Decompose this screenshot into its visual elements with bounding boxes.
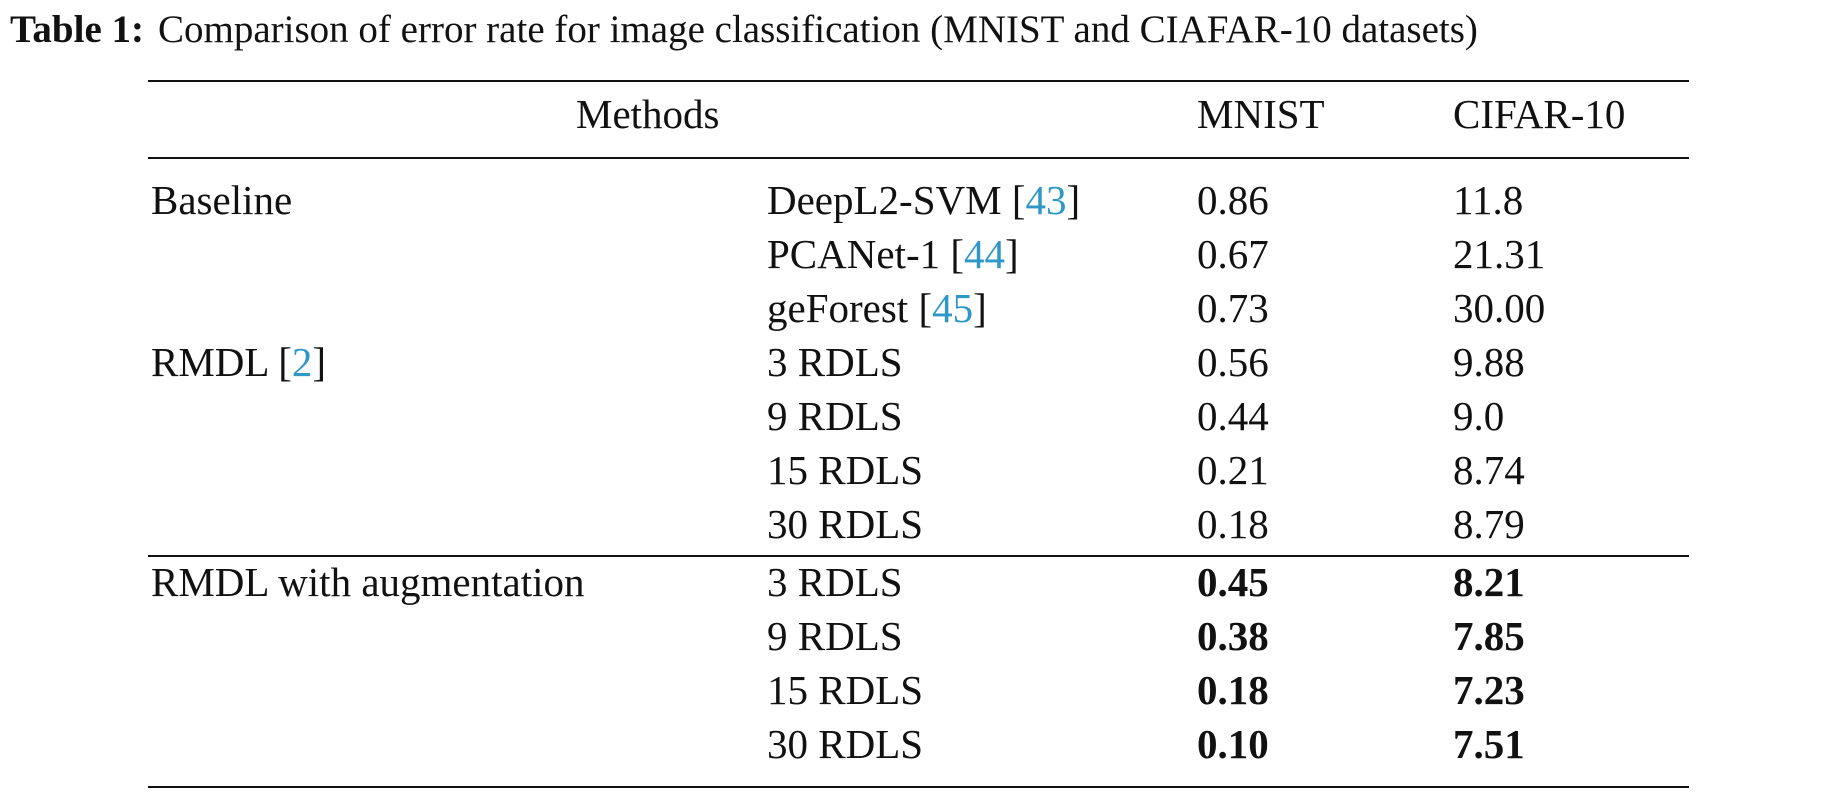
table-caption-label: Table 1:: [10, 8, 145, 51]
row-mnist-value: 0.18: [1197, 663, 1269, 717]
row-cifar-value: 30.00: [1453, 281, 1545, 335]
header-mnist: MNIST: [1197, 91, 1325, 137]
row-method: 30 RDLS: [767, 497, 923, 551]
method-name: 30 RDLS: [767, 501, 924, 547]
row-mnist-value: 0.18: [1197, 497, 1269, 551]
group-divider-rule: [148, 555, 1689, 557]
row-method: 3 RDLS: [767, 335, 903, 389]
row-method: 30 RDLS: [767, 717, 923, 771]
method-name: 3 RDLS: [767, 559, 903, 605]
method-name: 3 RDLS: [767, 339, 903, 385]
row-mnist-value: 0.21: [1197, 443, 1269, 497]
row-cifar-value: 9.0: [1453, 389, 1504, 443]
row-method: 9 RDLS: [767, 609, 903, 663]
mnist-value: 0.73: [1197, 285, 1269, 331]
method-name: 9 RDLS: [767, 613, 903, 659]
mnist-value: 0.44: [1197, 393, 1269, 439]
cifar-value: 8.79: [1453, 501, 1525, 547]
cifar-value: 9.0: [1453, 393, 1505, 439]
header-methods: Methods: [576, 91, 720, 137]
cifar-value: 9.88: [1453, 339, 1525, 385]
header-rule: [148, 157, 1689, 159]
header-cifar: CIFAR-10: [1453, 91, 1626, 137]
method-name: 9 RDLS: [767, 393, 903, 439]
row-cifar-value: 8.79: [1453, 497, 1525, 551]
citation-link[interactable]: 45: [932, 285, 974, 331]
row-cifar-value: 8.74: [1453, 443, 1525, 497]
group-name: RMDL: [151, 339, 268, 385]
table-caption-text: Comparison of error rate for image class…: [158, 8, 1478, 51]
cifar-value: 21.31: [1453, 231, 1546, 277]
row-mnist-value: 0.44: [1197, 389, 1269, 443]
mnist-value: 0.56: [1197, 339, 1269, 385]
row-mnist-value: 0.73: [1197, 281, 1269, 335]
row-mnist-value: 0.38: [1197, 609, 1269, 663]
row-cifar-value: 7.85: [1453, 609, 1525, 663]
method-name: 30 RDLS: [767, 721, 924, 767]
mnist-value: 0.86: [1197, 177, 1269, 223]
group-name: RMDL with augmentation: [151, 559, 585, 605]
cifar-value: 7.51: [1453, 721, 1525, 767]
row-mnist-value: 0.67: [1197, 227, 1269, 281]
cifar-value: 8.74: [1453, 447, 1525, 493]
table-top-rule: [148, 80, 1689, 82]
citation-link[interactable]: 2: [291, 339, 313, 385]
mnist-value: 0.10: [1197, 721, 1269, 767]
row-mnist-value: 0.56: [1197, 335, 1269, 389]
row-cifar-value: 11.8: [1453, 173, 1523, 227]
row-method: 15 RDLS: [767, 443, 923, 497]
citation-link[interactable]: 44: [964, 231, 1006, 277]
method-name: 15 RDLS: [767, 447, 924, 493]
row-group-label: RMDL [2]: [151, 339, 326, 385]
row-mnist-value: 0.86: [1197, 173, 1269, 227]
mnist-value: 0.45: [1197, 559, 1269, 605]
citation-link[interactable]: 43: [1025, 177, 1067, 223]
mnist-value: 0.38: [1197, 613, 1269, 659]
cifar-value: 7.23: [1453, 667, 1525, 713]
mnist-value: 0.18: [1197, 501, 1269, 547]
row-cifar-value: 21.31: [1453, 227, 1545, 281]
row-method: DeepL2-SVM [43]: [767, 177, 1081, 223]
row-group-label: RMDL with augmentation: [151, 555, 584, 609]
row-method: PCANet-1 [44]: [767, 231, 1019, 277]
method-name: geForest: [767, 285, 909, 331]
cifar-value: 7.85: [1453, 613, 1525, 659]
row-cifar-value: 8.21: [1453, 555, 1525, 609]
method-name: DeepL2-SVM: [767, 177, 1002, 223]
row-method: 9 RDLS: [767, 389, 903, 443]
cifar-value: 11.8: [1453, 177, 1524, 223]
row-method: 3 RDLS: [767, 555, 903, 609]
method-name: PCANet-1: [767, 231, 941, 277]
row-group-label: Baseline: [151, 173, 292, 227]
table-bottom-rule: [148, 786, 1689, 788]
table-caption: Table 1: Comparison of error rate for ima…: [10, 6, 1830, 54]
mnist-value: 0.21: [1197, 447, 1269, 493]
row-method: geForest [45]: [767, 285, 987, 331]
cifar-value: 30.00: [1453, 285, 1546, 331]
group-name: Baseline: [151, 177, 293, 223]
row-mnist-value: 0.45: [1197, 555, 1269, 609]
row-method: 15 RDLS: [767, 663, 923, 717]
row-mnist-value: 0.10: [1197, 717, 1269, 771]
mnist-value: 0.67: [1197, 231, 1269, 277]
row-cifar-value: 9.88: [1453, 335, 1525, 389]
row-cifar-value: 7.51: [1453, 717, 1525, 771]
cifar-value: 8.21: [1453, 559, 1525, 605]
mnist-value: 0.18: [1197, 667, 1269, 713]
row-cifar-value: 7.23: [1453, 663, 1525, 717]
method-name: 15 RDLS: [767, 667, 924, 713]
